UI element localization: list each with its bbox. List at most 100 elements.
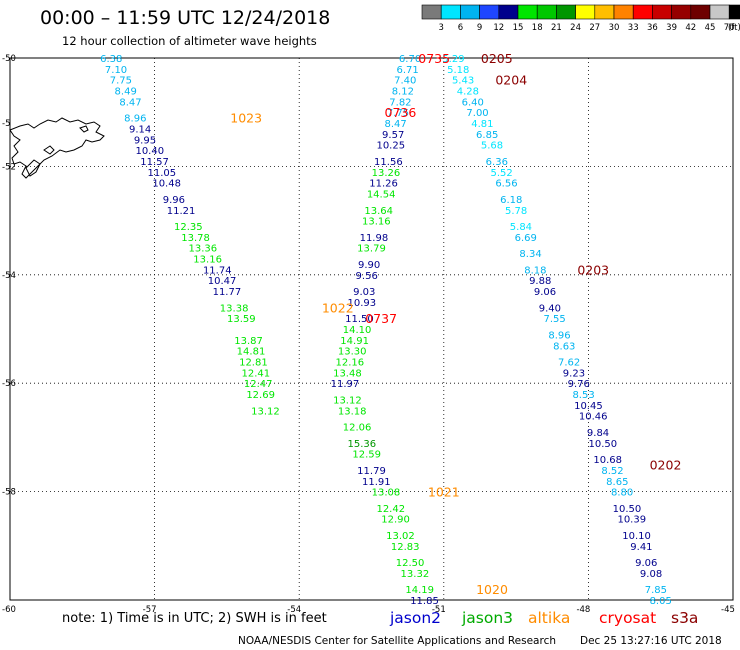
swh-value: 12.90 <box>381 515 410 526</box>
swh-value: 11.50 <box>345 314 374 325</box>
swh-value: 10.50 <box>589 439 618 450</box>
swh-value: 11.57 <box>140 157 169 168</box>
swh-value: 9.56 <box>356 271 378 282</box>
x-tick-label: -48 <box>576 605 590 615</box>
swh-value: 8.47 <box>384 119 406 130</box>
x-tick-label: -51 <box>432 605 446 615</box>
track-time-label: 0736 <box>385 105 417 120</box>
swh-value: 5.68 <box>481 141 503 152</box>
swh-value: 15.36 <box>348 439 377 450</box>
swh-value: 13.48 <box>333 368 362 379</box>
swh-value: 11.56 <box>374 157 403 168</box>
plot-frame <box>9 57 734 601</box>
swh-value: 8.18 <box>524 265 546 276</box>
swh-value: 7.00 <box>466 108 488 119</box>
swh-value: 13.26 <box>372 168 401 179</box>
swh-value: 8.96 <box>548 330 570 341</box>
swh-value: 9.95 <box>134 135 156 146</box>
colorbar-swatch <box>498 4 519 20</box>
swh-value: 8.49 <box>115 87 137 98</box>
swh-value: 13.12 <box>333 395 362 406</box>
x-tick-label: -45 <box>721 605 735 615</box>
colorbar-label: 12 <box>493 23 504 33</box>
swh-value: 8.63 <box>553 341 575 352</box>
swh-value: 9.57 <box>382 130 404 141</box>
swh-value: 12.42 <box>376 504 405 515</box>
swh-value: 9.06 <box>635 558 657 569</box>
colorbar-label: 30 <box>609 23 620 33</box>
swh-value: 6.85 <box>476 130 498 141</box>
swh-value: 5.18 <box>447 65 469 76</box>
track-time-label: 0737 <box>365 311 397 326</box>
colorbar-swatch <box>709 4 730 20</box>
swh-value: 13.38 <box>220 303 249 314</box>
swh-value: 9.88 <box>529 276 551 287</box>
swh-value: 11.74 <box>203 265 232 276</box>
swh-value: 12.35 <box>174 222 203 233</box>
swh-value: 10.40 <box>135 146 164 157</box>
track-time-label: 1020 <box>476 582 508 597</box>
y-tick-label: -54 <box>2 271 16 281</box>
legend-cryosat: cryosat <box>599 609 656 627</box>
colorbar-swatch <box>613 4 634 20</box>
swh-value: 13.78 <box>181 233 210 244</box>
swh-value: 10.50 <box>613 504 642 515</box>
swh-value: 6.56 <box>495 179 517 190</box>
x-tick-label: -54 <box>287 605 301 615</box>
x-tick-label: -57 <box>143 605 157 615</box>
colorbar-unit: (ft) <box>728 23 740 33</box>
colorbar-swatch <box>440 4 461 20</box>
swh-value: 11.77 <box>213 287 242 298</box>
colorbar-label: 45 <box>705 23 716 33</box>
swh-value: 14.19 <box>405 585 434 596</box>
swh-value: 13.59 <box>227 314 256 325</box>
colorbar-label: 6 <box>458 23 463 33</box>
swh-value: 12.16 <box>335 358 364 369</box>
swh-value: 10.45 <box>574 401 603 412</box>
swh-value: 7.55 <box>544 314 566 325</box>
swh-value: 13.18 <box>338 406 367 417</box>
colorbar-swatch <box>671 4 692 20</box>
swh-value: 13.32 <box>401 569 430 580</box>
swh-value: 5.84 <box>510 222 532 233</box>
swh-value: 11.98 <box>360 233 389 244</box>
swh-value: 8.80 <box>611 488 633 499</box>
swh-value: 5.29 <box>442 54 464 65</box>
timestamp-text: Dec 25 13:27:16 UTC 2018 <box>580 635 722 647</box>
swh-value: 9.14 <box>129 124 151 135</box>
swh-value: 6.38 <box>100 54 122 65</box>
swh-observations: 6.387.107.758.498.478.969.149.9510.4011.… <box>100 54 672 607</box>
colorbar-swatch <box>632 4 653 20</box>
colorbar-label: 3 <box>438 23 443 33</box>
swh-value: 12.50 <box>396 558 425 569</box>
colorbar-swatch <box>575 4 596 20</box>
chart-title: 00:00 – 11:59 UTC 12/24/2018 <box>40 7 330 29</box>
swh-value: 13.36 <box>188 244 217 255</box>
colorbar-label: 42 <box>685 23 696 33</box>
coastline-falklands <box>9 117 105 179</box>
swh-value: 6.71 <box>397 65 419 76</box>
swh-value: 8.05 <box>650 596 672 607</box>
colorbar-swatch <box>728 4 740 20</box>
swh-value: 6.18 <box>500 195 522 206</box>
swh-value: 13.08 <box>372 488 401 499</box>
swh-value: 11.85 <box>410 596 439 607</box>
swh-value: 10.46 <box>579 412 608 423</box>
swh-value: 6.70 <box>399 54 421 65</box>
swh-value: 12.81 <box>239 358 268 369</box>
track-time-label: 0202 <box>650 458 682 473</box>
y-tick-label: -58 <box>2 488 16 498</box>
track-time-label: 1023 <box>230 111 262 126</box>
swh-value: 7.82 <box>389 97 411 108</box>
swh-value: 8.96 <box>124 114 146 125</box>
swh-value: 10.48 <box>152 179 181 190</box>
swh-value: 4.28 <box>457 87 479 98</box>
swh-value: 5.52 <box>491 168 513 179</box>
colorbar-label: 70 <box>724 23 735 33</box>
colorbar-label: 15 <box>513 23 524 33</box>
track-time-label: 0735 <box>418 51 450 66</box>
plot-area: -57 -54 -51 -48 -45 -50 -52 -54 -56 -58 -60 -5 6.38… <box>2 51 735 615</box>
legend-altika: altika <box>528 609 570 627</box>
swh-value: 11.91 <box>362 477 391 488</box>
